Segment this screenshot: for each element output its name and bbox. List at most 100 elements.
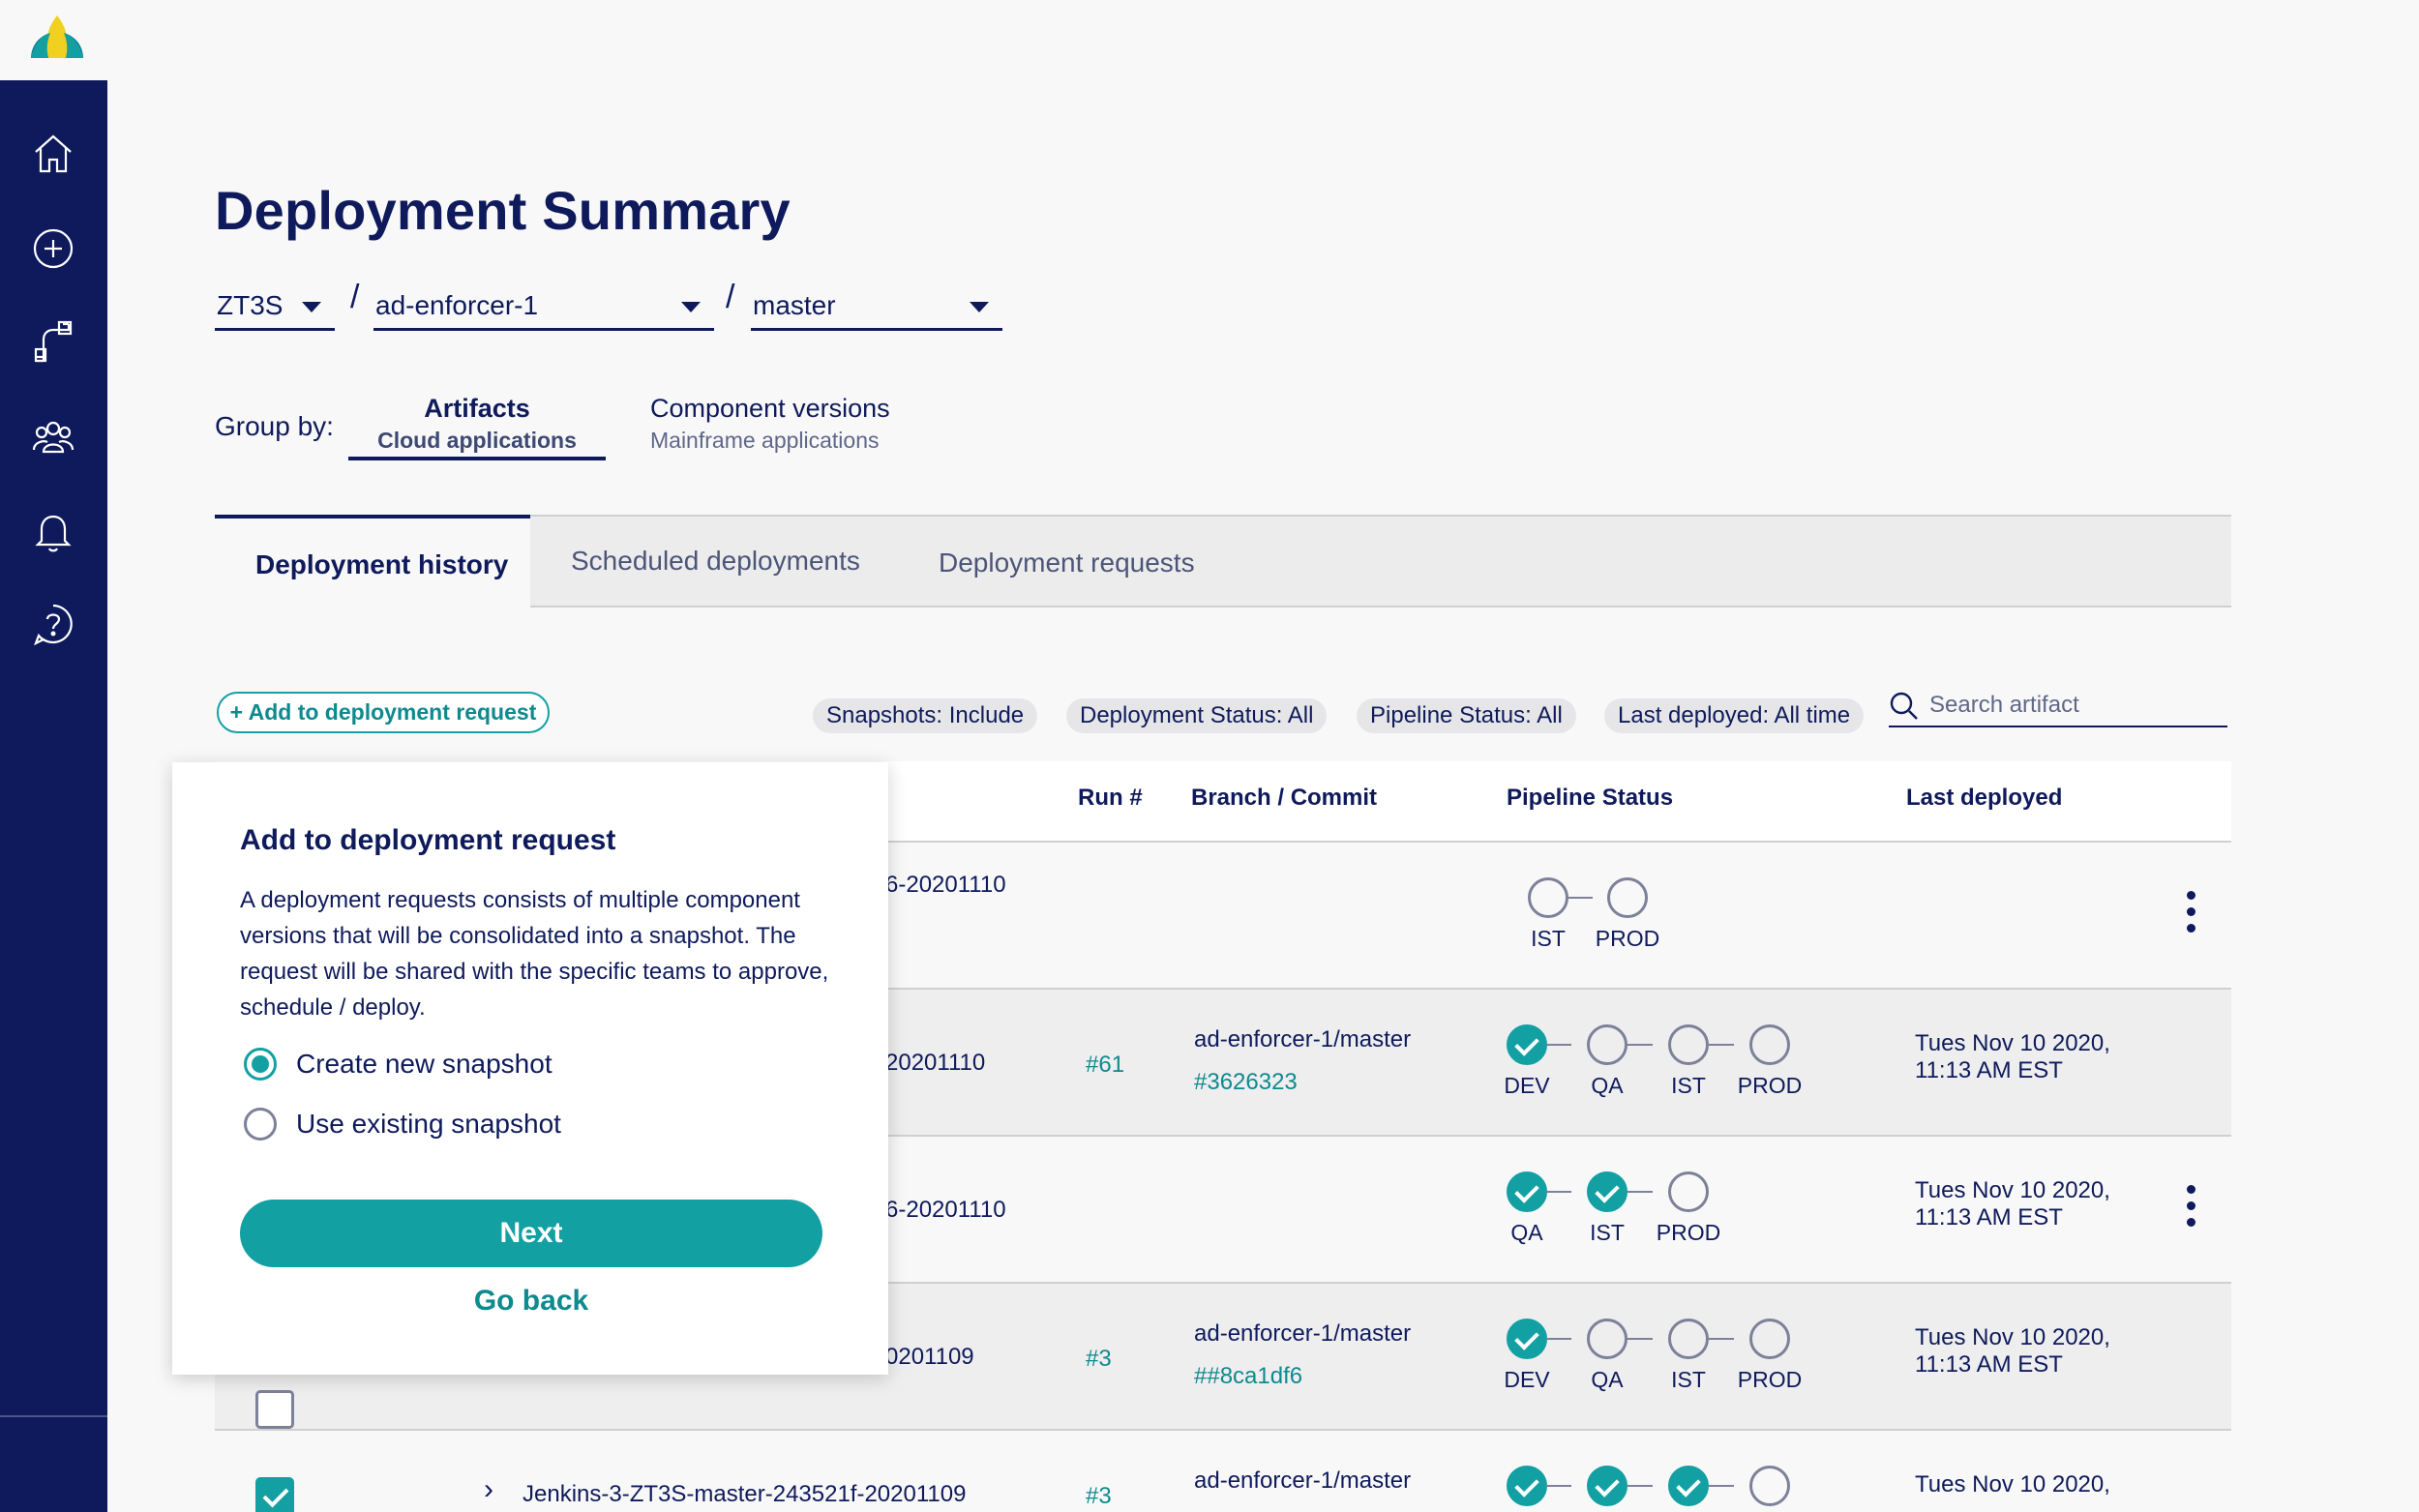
breadcrumb-separator: /	[350, 279, 360, 315]
stage-done-icon	[1587, 1171, 1628, 1212]
stage-pending-icon	[1668, 1171, 1709, 1212]
repo-select[interactable]: ad-enforcer-1	[373, 282, 714, 331]
commit-link[interactable]: #3626323	[1194, 1069, 1298, 1095]
stage-pending-icon	[1587, 1024, 1628, 1065]
stage-connector	[1709, 1338, 1734, 1340]
tab-deployment-history[interactable]: Deployment history	[215, 515, 530, 608]
pipeline-stage: IST	[1648, 1024, 1729, 1099]
stage-pending-icon	[1668, 1319, 1709, 1359]
stage-connector	[1709, 1485, 1734, 1487]
pipeline-stage: IST	[1648, 1319, 1729, 1393]
search-icon	[1890, 692, 1918, 720]
teams-icon[interactable]	[30, 413, 76, 460]
run-number-link[interactable]: #61	[1086, 1052, 1125, 1078]
row-menu-icon[interactable]	[2185, 891, 2196, 937]
run-number-link[interactable]: #3	[1086, 1346, 1112, 1372]
artifact-name: 6-20201110	[885, 1197, 1006, 1223]
existing-snapshot-label[interactable]: Use existing snapshot	[296, 1109, 561, 1139]
stage-done-icon	[1507, 1171, 1547, 1212]
commit-link[interactable]: ##8ca1df6	[1194, 1363, 1303, 1389]
last-deployed-time: 11:13 AM EST	[1915, 1204, 2063, 1230]
stage-label: DEV	[1504, 1073, 1550, 1098]
stage-label: PROD	[1737, 1367, 1803, 1392]
stage-label: PROD	[1656, 1220, 1721, 1245]
create-snapshot-radio[interactable]	[244, 1048, 277, 1081]
stage-done-icon	[1507, 1024, 1547, 1065]
filter-chip-deployment-status[interactable]: Deployment Status: All	[1066, 698, 1328, 733]
stage-connector	[1628, 1338, 1653, 1340]
pipeline-icon[interactable]	[30, 318, 76, 365]
last-deployed-date: Tues Nov 10 2020,	[1915, 1471, 2110, 1497]
filter-chip-last-deployed[interactable]: Last deployed: All time	[1604, 698, 1865, 733]
pipeline-stage	[1486, 1466, 1568, 1506]
group-option-subtitle: Cloud applications	[377, 428, 577, 453]
stage-pending-icon	[1528, 877, 1568, 918]
filter-chip-pipeline-status[interactable]: Pipeline Status: All	[1357, 698, 1576, 733]
breadcrumb-separator: /	[726, 279, 735, 315]
stage-label: IST	[1590, 1220, 1625, 1245]
tab-label: Deployment history	[255, 549, 509, 579]
filter-chip-snapshots[interactable]: Snapshots: Include	[813, 698, 1038, 733]
row-checkbox[interactable]	[255, 1390, 294, 1429]
group-option-title: Artifacts	[424, 394, 530, 423]
tab-deployment-requests[interactable]: Deployment requests	[939, 548, 1195, 578]
stage-connector	[1546, 1338, 1571, 1340]
pipeline-stage: PROD	[1729, 1024, 1810, 1099]
branch-name: ad-enforcer-1/master	[1194, 1026, 1412, 1052]
add-to-deployment-request-button[interactable]: + Add to deployment request	[217, 692, 550, 733]
group-option-components[interactable]: Component versions Mainframe application…	[650, 392, 902, 454]
stage-connector	[1628, 1485, 1653, 1487]
chevron-down-icon	[970, 302, 989, 312]
branch-select-value: master	[753, 290, 836, 320]
last-deployed-time: 11:13 AM EST	[1915, 1057, 2063, 1083]
stage-label: IST	[1671, 1073, 1706, 1098]
add-circle-icon[interactable]	[30, 225, 76, 272]
row-menu-icon[interactable]	[2185, 1185, 2196, 1231]
existing-snapshot-radio[interactable]	[244, 1108, 277, 1141]
org-select-value: ZT3S	[217, 290, 284, 320]
go-back-link[interactable]: Go back	[473, 1285, 589, 1317]
stage-connector	[1628, 1191, 1653, 1193]
pipeline-stage	[1648, 1466, 1729, 1506]
org-select[interactable]: ZT3S	[215, 282, 335, 331]
pipeline-stage: QA	[1567, 1024, 1648, 1099]
stage-done-icon	[1507, 1466, 1547, 1506]
artifact-name: 6-20201110	[885, 872, 1006, 898]
sidebar-divider	[0, 1415, 107, 1417]
popover-description: A deployment requests consists of multip…	[240, 887, 829, 1021]
table-row[interactable]: › Jenkins-3-ZT3S-master-243521f-20201109…	[215, 1431, 2231, 1512]
stage-done-icon	[1668, 1466, 1709, 1506]
tab-scheduled-deployments[interactable]: Scheduled deployments	[571, 546, 860, 576]
pipeline-stage: IST	[1508, 877, 1589, 952]
chevron-down-icon	[302, 302, 321, 312]
tab-bar: Deployment history Scheduled deployments…	[215, 515, 2231, 608]
notifications-icon[interactable]	[30, 508, 76, 554]
pipeline-stage: PROD	[1729, 1319, 1810, 1393]
last-deployed-time: 11:13 AM EST	[1915, 1351, 2063, 1378]
stage-connector	[1546, 1191, 1571, 1193]
app-logo[interactable]	[27, 14, 87, 64]
stage-label: DEV	[1504, 1367, 1550, 1392]
row-checkbox[interactable]	[255, 1477, 294, 1512]
branch-select[interactable]: master	[751, 282, 1002, 331]
pipeline-stage: DEV	[1486, 1024, 1568, 1099]
stage-label: PROD	[1595, 926, 1660, 951]
help-icon[interactable]	[30, 601, 76, 647]
chevron-right-icon[interactable]: ›	[484, 1473, 493, 1505]
home-icon[interactable]	[30, 131, 76, 177]
search-input[interactable]	[1929, 689, 2220, 722]
artifact-name: 20201110	[885, 1050, 986, 1076]
stage-label: PROD	[1737, 1073, 1803, 1098]
group-option-artifacts[interactable]: Artifacts Cloud applications	[348, 390, 606, 460]
stage-connector	[1709, 1044, 1734, 1046]
stage-pending-icon	[1749, 1319, 1790, 1359]
stage-done-icon	[1507, 1319, 1547, 1359]
run-number-link[interactable]: #3	[1086, 1483, 1112, 1509]
group-option-title: Component versions	[650, 394, 890, 423]
chevron-down-icon	[681, 302, 701, 312]
stage-label: IST	[1671, 1367, 1706, 1392]
stage-done-icon	[1587, 1466, 1628, 1506]
create-snapshot-label[interactable]: Create new snapshot	[296, 1049, 552, 1079]
next-button[interactable]: Next	[240, 1200, 822, 1267]
pipeline-stage: QA	[1486, 1171, 1568, 1246]
